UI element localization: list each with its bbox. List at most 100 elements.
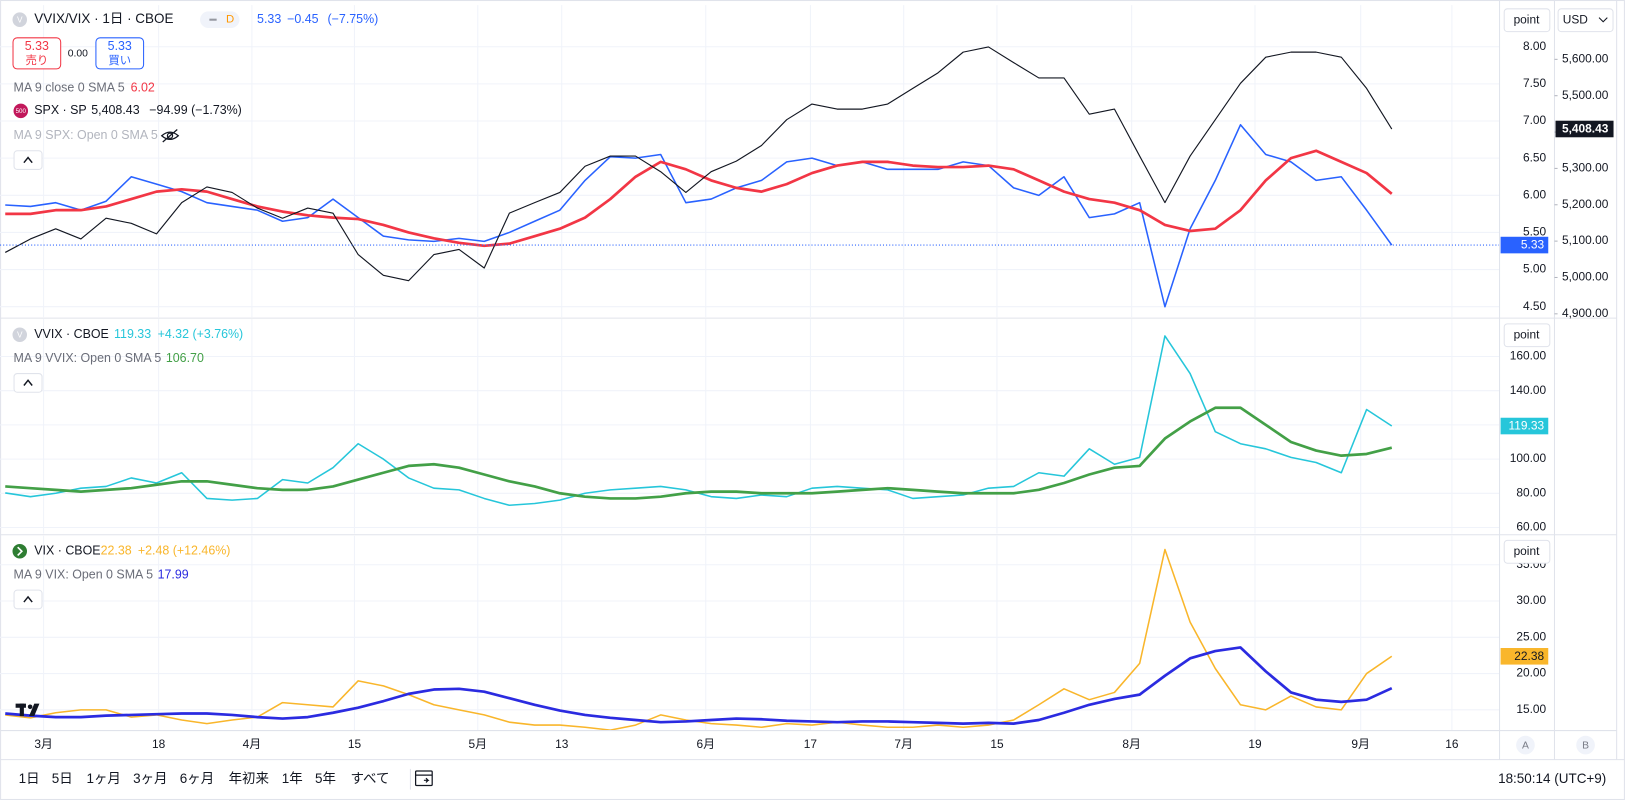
symbol-title: VVIX/VIX · 1日 · CBOE	[34, 11, 173, 26]
range-button[interactable]: 年初来	[229, 771, 270, 786]
auto-scale-button[interactable]	[1516, 735, 1535, 755]
chevron	[23, 595, 33, 603]
time-tick-label: 4月	[243, 737, 262, 751]
price-tag	[1500, 236, 1549, 254]
price-tick-label: 160.00	[1510, 349, 1547, 363]
indicator-value: 17.99	[158, 567, 189, 581]
scale-button[interactable]	[1503, 539, 1551, 564]
price-tick-label: 15.00	[1516, 702, 1546, 716]
range-button[interactable]: 1日	[19, 771, 40, 786]
buy-button[interactable]	[95, 37, 145, 70]
price-tick-label-2: 5,100.00	[1562, 233, 1609, 247]
price-tag	[1555, 120, 1614, 138]
compare-symbol: SPX · SP	[34, 103, 86, 117]
interval-badge[interactable]	[200, 11, 240, 28]
price-tick-label: 60.00	[1516, 520, 1546, 534]
time-tick-label: 15	[990, 737, 1004, 751]
indicator-name: MA 9 VVIX: Open 0 SMA 5	[14, 351, 162, 365]
collapse-button[interactable]	[13, 589, 43, 610]
scale-button[interactable]	[1503, 323, 1551, 348]
price-tick-label: 100.00	[1510, 451, 1547, 465]
price-tick-label: 8.00	[1523, 39, 1547, 53]
plots	[0, 46, 1500, 731]
sell-button[interactable]	[12, 37, 62, 70]
interval-badge-text: D	[226, 14, 234, 26]
price-change-pct: (−7.75%)	[328, 12, 379, 26]
logo-part	[27, 704, 33, 710]
calendar-body	[414, 770, 433, 787]
axes: 3月 18 4月 15 5月 13 6月 17 7月 15 8月 19 9月 16 4.50 5.00 5.50…	[34, 39, 1614, 751]
collapse-button[interactable]	[13, 150, 43, 170]
symbol-icon	[12, 12, 28, 27]
time-tick-label: 7月	[894, 737, 913, 751]
last-price: 119.33	[114, 327, 151, 341]
scale-button-text: point	[1514, 327, 1541, 341]
price-tick-label: 30.00	[1516, 593, 1546, 607]
scale-button-text: point	[1514, 544, 1541, 558]
range-button[interactable]: 1ヶ月	[86, 771, 120, 786]
range-button[interactable]: 6ヶ月	[180, 771, 214, 786]
price-change: +2.48 (+12.46%)	[138, 544, 231, 558]
currency-button[interactable]	[1557, 8, 1614, 33]
price-tick-label: 5.50	[1523, 225, 1547, 239]
series-line	[5, 406, 1393, 500]
series-line	[5, 646, 1393, 725]
buy-label: 買い	[108, 54, 131, 67]
time-tick-label: 15	[348, 737, 362, 751]
sell-label: 売り	[25, 54, 48, 67]
collapse-button[interactable]	[13, 373, 43, 393]
price-change: −0.45	[287, 12, 319, 26]
indicator-name: MA 9 VIX: Open 0 SMA 5	[14, 567, 154, 581]
scale-button[interactable]	[1503, 8, 1551, 33]
symbol-icon	[12, 327, 28, 342]
range-button[interactable]: すべて	[351, 771, 390, 786]
price-tick-label: 80.00	[1516, 485, 1546, 499]
price-tag-text: 119.33	[1509, 419, 1545, 433]
price-tick-label-2: 5,500.00	[1562, 88, 1609, 102]
time-tick-label: 6月	[696, 737, 715, 751]
symbol-icon-arrow	[17, 546, 23, 557]
axis-b-button[interactable]	[1576, 735, 1595, 755]
legend-pane-1: V VVIX/VIX · 1日 · CBOE D 5.33 −0.45 (−7.…	[12, 11, 379, 170]
time-tick-label: 8月	[1122, 737, 1141, 751]
eye-pupil	[166, 132, 174, 139]
currency-text: USD	[1563, 12, 1589, 26]
range-button[interactable]: 3ヶ月	[133, 771, 167, 786]
eye-off-icon[interactable]	[160, 129, 180, 143]
time-tick-label: 5月	[469, 737, 488, 751]
symbol-icon	[12, 544, 28, 559]
time-tick-label: 16	[1445, 737, 1459, 751]
calendar-arrow	[423, 777, 430, 783]
legend-pane-3: VIX · CBOE 22.38 +2.48 (+12.46%) MA 9 VI…	[12, 544, 231, 717]
legend-pane-2: V VVIX · CBOE 119.33 +4.32 (+3.76%) MA 9…	[12, 327, 243, 393]
range-button[interactable]: 5年	[315, 771, 336, 786]
symbol-title: VVIX · CBOE	[34, 327, 109, 341]
range-button[interactable]: 5日	[52, 771, 73, 786]
price-tick-label-2: 5,600.00	[1562, 51, 1609, 65]
compare-price: 5,408.43	[91, 103, 139, 117]
range-button[interactable]: 1年	[282, 771, 303, 786]
dropdown-caret	[1598, 17, 1608, 23]
date-range-icon[interactable]	[414, 770, 433, 787]
bottom-toolbar: 18:50:14 (UTC+9) 1日 5日 1ヶ月 3ヶ月 6ヶ月 年初来 1年 5年 すべて	[19, 768, 1606, 790]
hidden-indicator: MA 9 SPX: Open 0 SMA 5	[14, 128, 158, 142]
price-tick-label: 140.00	[1510, 383, 1547, 397]
price-tag-text: 5.33	[1521, 238, 1545, 252]
time-tick-label: 18	[152, 737, 166, 751]
chevron	[23, 156, 33, 164]
last-price: 5.33	[257, 12, 281, 26]
axis-b-text: B	[1582, 740, 1589, 751]
tradingview-logo[interactable]	[15, 703, 40, 717]
series-line	[5, 123, 1393, 308]
indicator-value: 6.02	[131, 80, 155, 94]
price-tick-label: 4.50	[1523, 299, 1547, 313]
logo-part	[19, 703, 24, 717]
spread: 0.00	[68, 49, 88, 60]
price-tag	[1500, 417, 1549, 435]
logo-part	[29, 703, 40, 717]
series-line	[5, 149, 1393, 248]
price-tick-label-2: 4,900.00	[1562, 306, 1609, 320]
price-tick-label: 6.00	[1523, 187, 1547, 201]
scale-buttons: point USD point point	[1503, 8, 1614, 564]
